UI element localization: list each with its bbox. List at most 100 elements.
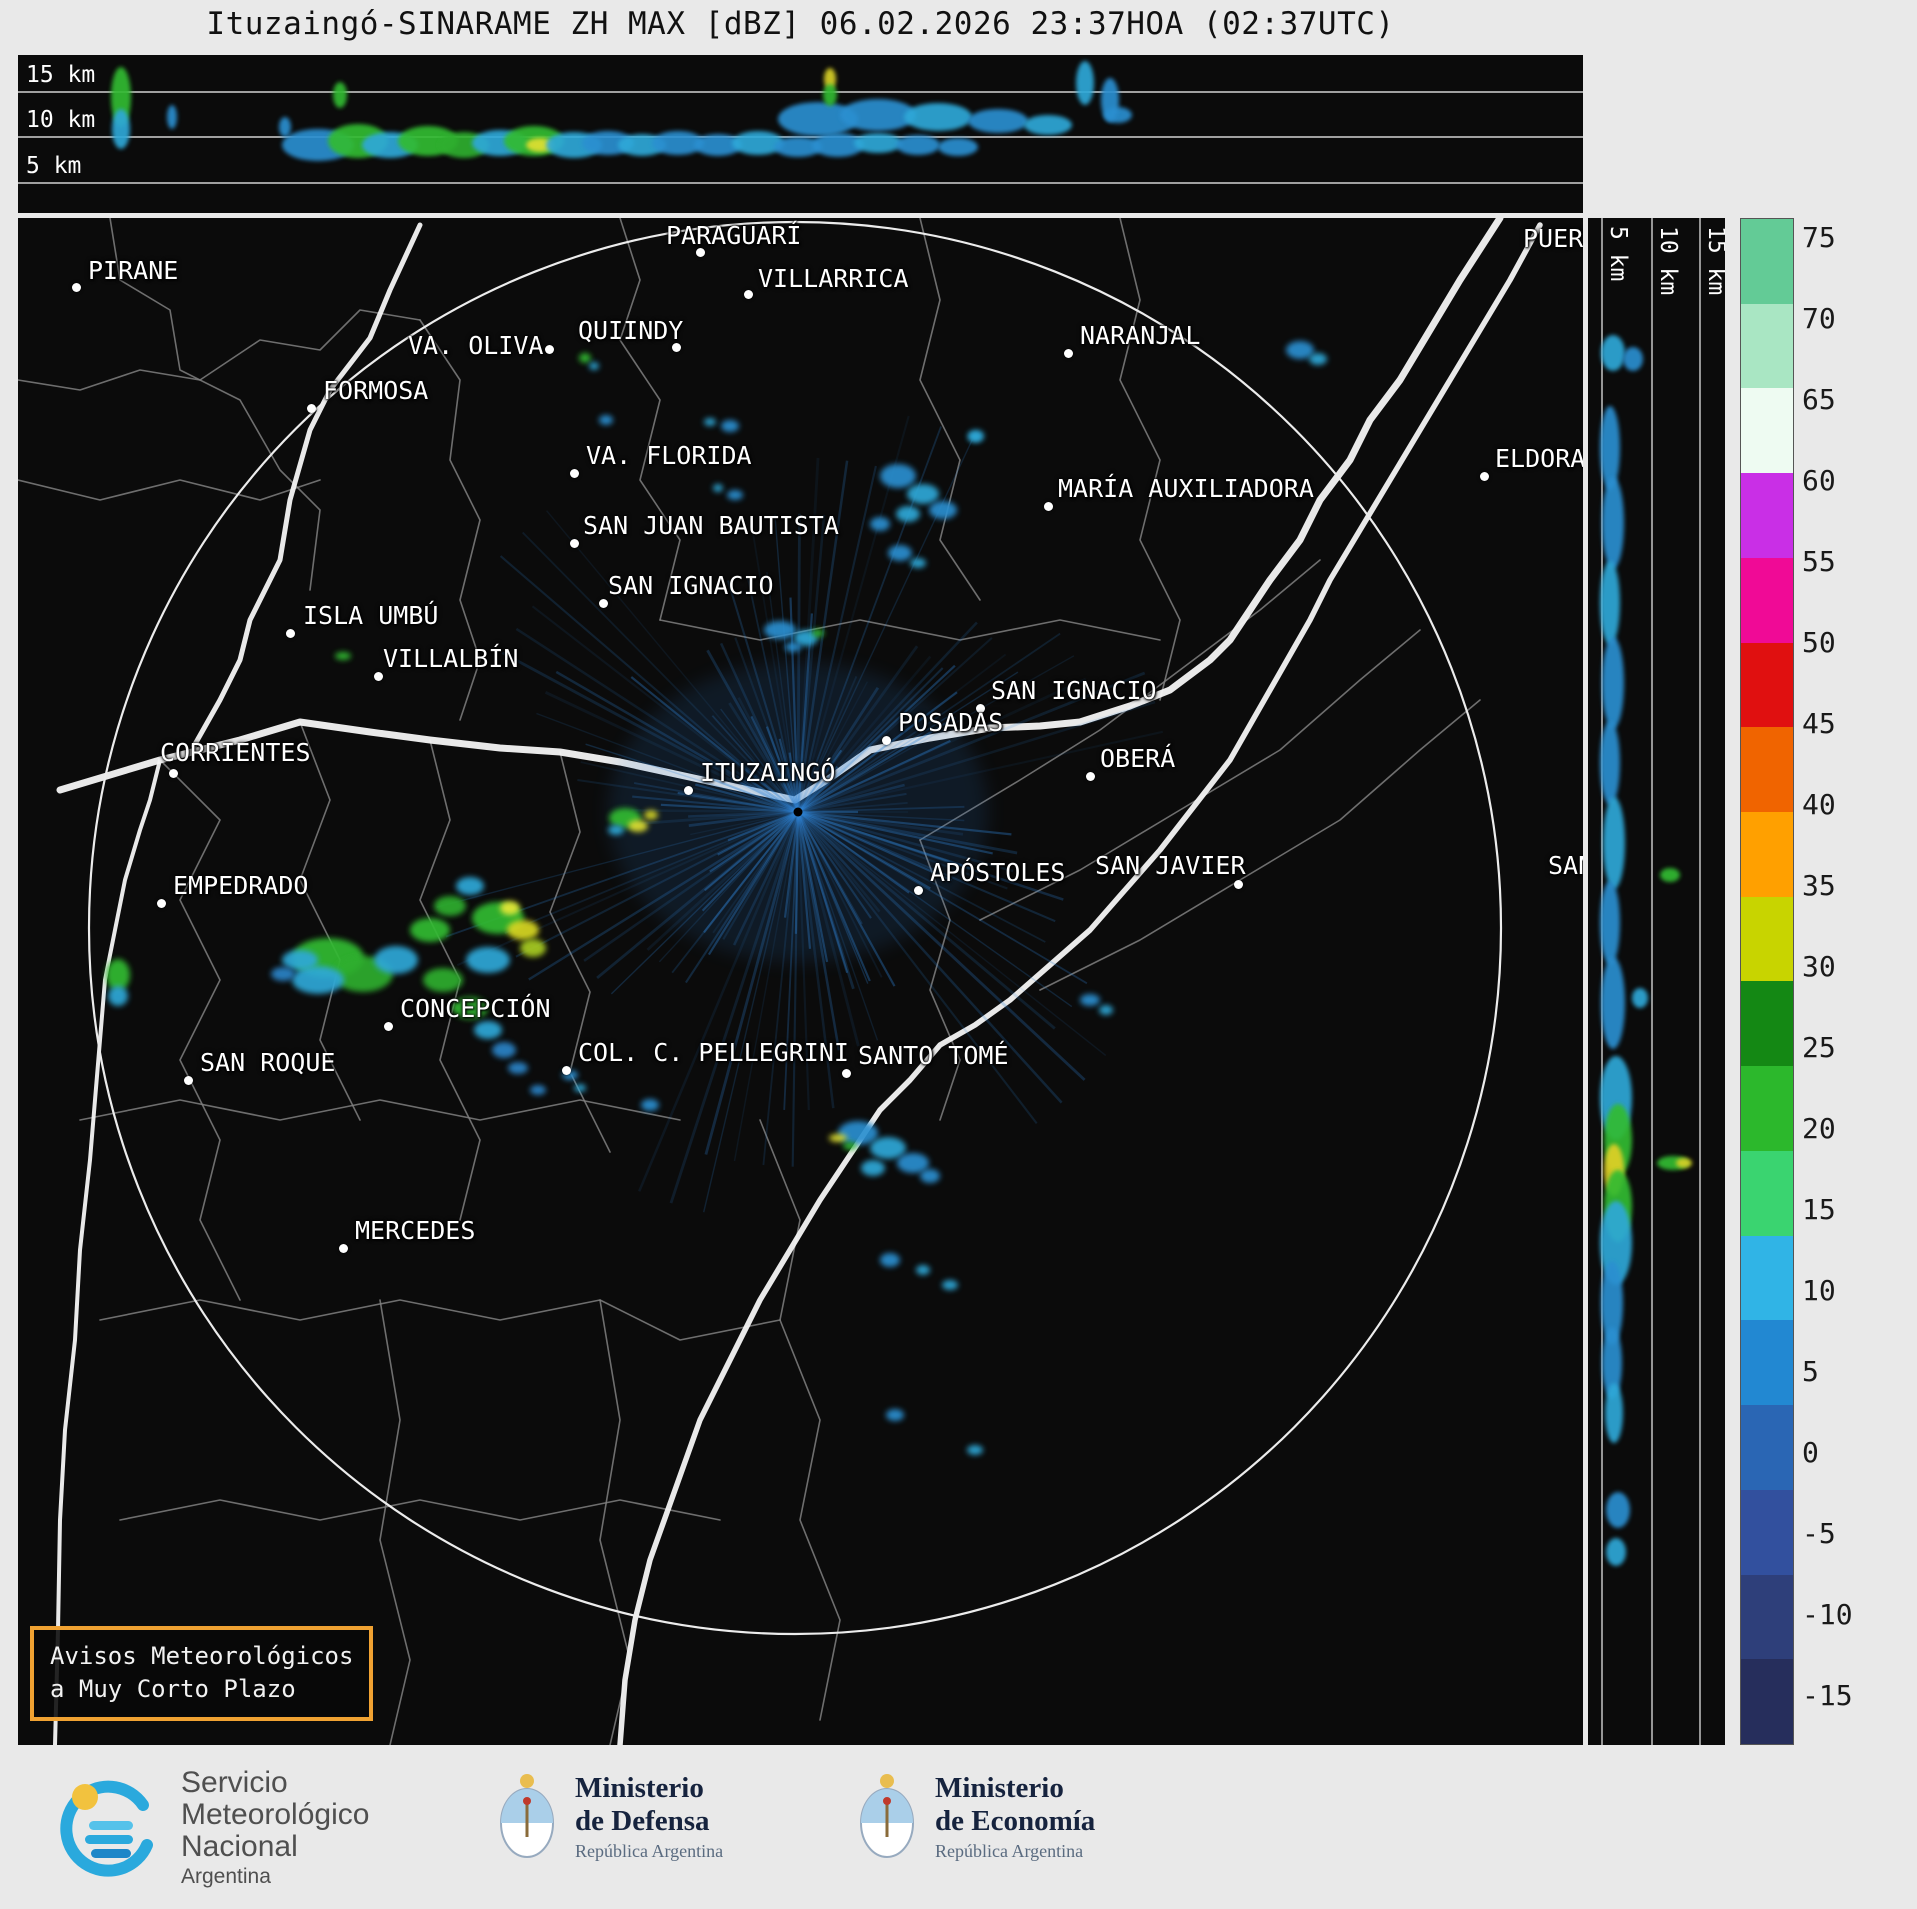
city-dot (286, 629, 295, 638)
defensa-logo-block: Ministerio de Defensa República Argentin… (495, 1771, 723, 1863)
colorbar-segment (1741, 981, 1793, 1067)
colorbar-tick: 60 (1802, 464, 1836, 497)
city-label: COL. C. PELLEGRINI (578, 1038, 849, 1067)
colorbar-tick: -5 (1802, 1517, 1836, 1550)
colorbar-tick: 0 (1802, 1436, 1819, 1469)
defensa-title-line: Ministerio (575, 1772, 704, 1805)
smn-logo-block: Servicio Meteorológico Nacional Argentin… (55, 1766, 370, 1889)
city-label: FORMOSA (323, 376, 429, 405)
coat-of-arms-icon (860, 1774, 914, 1858)
city-dot (1234, 880, 1243, 889)
colorbar-segment (1741, 303, 1793, 389)
top-cross-section-panel: 15 km 10 km 5 km (18, 55, 1583, 213)
city-dot (72, 283, 81, 292)
smn-name-line: Meteorológico (181, 1798, 370, 1832)
colorbar-segment (1741, 1489, 1793, 1575)
city-dot (672, 343, 681, 352)
height-label: 5 km (26, 153, 82, 179)
city-dot (384, 1022, 393, 1031)
smn-name-line: Nacional (181, 1830, 298, 1864)
city-label: ELDORADO (1495, 444, 1583, 473)
top-cross-section-plot (18, 61, 1583, 184)
colorbar-segment (1741, 219, 1793, 304)
colorbar-tick: 75 (1802, 221, 1836, 254)
height-label: 15 km (26, 62, 96, 88)
colorbar-tick: 55 (1802, 545, 1836, 578)
city-label: SAN JAVIER (1095, 851, 1246, 880)
colorbar-tick: 70 (1802, 302, 1836, 335)
city-label: SAN IGNACIO (608, 571, 774, 600)
colorbar-segment (1741, 896, 1793, 982)
radar-map-plot (18, 218, 1543, 1745)
city-label: VILLARRICA (758, 264, 909, 293)
city-dot (339, 1244, 348, 1253)
city-dot (169, 769, 178, 778)
colorbar-segment (1741, 388, 1793, 474)
colorbar-segment (1741, 557, 1793, 643)
city-label: CONCEPCIÓN (400, 994, 551, 1023)
colorbar-segment (1741, 812, 1793, 897)
city-label: ITUZAINGÓ (700, 758, 836, 787)
city-dot (696, 248, 705, 257)
colorbar-segment (1741, 1659, 1793, 1744)
colorbar-segment (1741, 727, 1793, 813)
colorbar-tick: 45 (1802, 707, 1836, 740)
city-label: OBERÁ (1100, 744, 1176, 773)
city-dot (976, 704, 985, 713)
city-dot (570, 469, 579, 478)
city-dot (184, 1076, 193, 1085)
smn-logo-icon (60, 1780, 153, 1877)
page-title: Ituzaingó-SINARAME ZH MAX [dBZ] 06.02.20… (206, 6, 1395, 42)
city-dot (882, 736, 891, 745)
warning-line-2: a Muy Corto Plazo (50, 1675, 296, 1704)
height-label: 5 km (1605, 226, 1631, 282)
city-label: SAN IGNACIO (991, 676, 1157, 705)
colorbar-tick: -10 (1802, 1598, 1853, 1631)
warning-box[interactable]: Avisos Meteorológicos a Muy Corto Plazo (30, 1625, 374, 1721)
city-label: MERCEDES (355, 1216, 476, 1245)
colorbar-segment (1741, 1405, 1793, 1490)
defensa-subtitle: República Argentina (575, 1840, 724, 1861)
warning-line-1: Avisos Meteorológicos (50, 1641, 354, 1670)
smn-name-line: Servicio (181, 1766, 288, 1799)
city-dot (545, 345, 554, 354)
city-dot (157, 899, 166, 908)
city-dot (1064, 349, 1073, 358)
colorbar-segment (1741, 1150, 1793, 1236)
colorbar-tick: 30 (1802, 950, 1836, 983)
city-dot (1086, 772, 1095, 781)
economia-logo-block: Ministerio de Economía República Argenti… (855, 1771, 1095, 1863)
smn-country: Argentina (181, 1865, 271, 1889)
colorbar-tick: 5 (1802, 1355, 1819, 1388)
colorbar-segment (1741, 642, 1793, 728)
defensa-title-line: de Defensa (575, 1804, 710, 1837)
city-label: SAN ROQUE (200, 1048, 336, 1077)
city-label: POSADAS (898, 708, 1004, 737)
city-label: QUIINDY (578, 316, 684, 345)
city-dot (307, 404, 316, 413)
city-label: CORRIENTES (160, 738, 311, 767)
colorbar-tick: 65 (1802, 383, 1836, 416)
map-panel: PIRANE PARAGUARÍ VILLARRICA QUIINDY VA. OLIV… (18, 218, 1583, 1745)
city-label: PARAGUARÍ (666, 221, 802, 250)
city-label: SAN (1548, 851, 1583, 880)
city-dot (914, 886, 923, 895)
colorbar-tick-labels: 75 70 65 60 55 50 45 40 35 30 25 20 15 10 5 0 -5 -10 -15 (1802, 218, 1912, 1745)
city-dot (1044, 502, 1053, 511)
city-dot (744, 290, 753, 299)
colorbar-tick: 15 (1802, 1193, 1836, 1226)
coat-of-arms-icon (500, 1774, 554, 1858)
city-dot (562, 1066, 571, 1075)
city-label: EMPEDRADO (173, 871, 309, 900)
height-label: 10 km (26, 107, 96, 133)
economia-title-line: de Economía (935, 1804, 1096, 1837)
city-label: SAN JUAN BAUTISTA (583, 511, 839, 540)
right-cross-section-plot (1600, 218, 1701, 1745)
footer: Servicio Meteorológico Nacional Argentin… (0, 1745, 1917, 1909)
height-label: 15 km (1703, 226, 1725, 296)
city-dot (842, 1069, 851, 1078)
economia-subtitle: República Argentina (935, 1840, 1084, 1861)
city-dot (684, 786, 693, 795)
colorbar-segment (1741, 1574, 1793, 1660)
